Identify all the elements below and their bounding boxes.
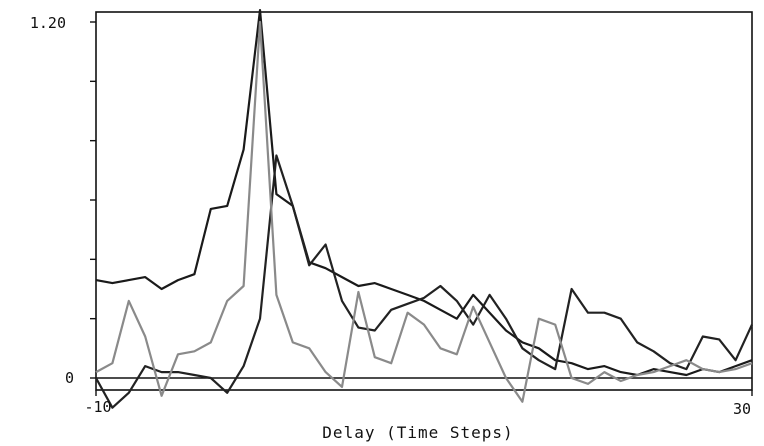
- y-tick-label-1: 1.20: [30, 14, 66, 32]
- axis-labels: 0 1.20 -10 30: [30, 14, 751, 418]
- y-tick-label-0: 0: [65, 369, 74, 387]
- plot-border: [95, 11, 753, 391]
- series-line-3: [95, 20, 753, 403]
- x-axis-title: Delay (Time Steps): [322, 423, 513, 442]
- x-tick-label-0: -10: [84, 398, 111, 416]
- series-lines: [95, 9, 753, 409]
- y-axis-ticks: [90, 21, 753, 396]
- plot-frame-group: [95, 11, 753, 391]
- series-line-1: [95, 9, 753, 377]
- series-line-2: [95, 154, 753, 409]
- x-tick-label-1: 30: [733, 400, 751, 418]
